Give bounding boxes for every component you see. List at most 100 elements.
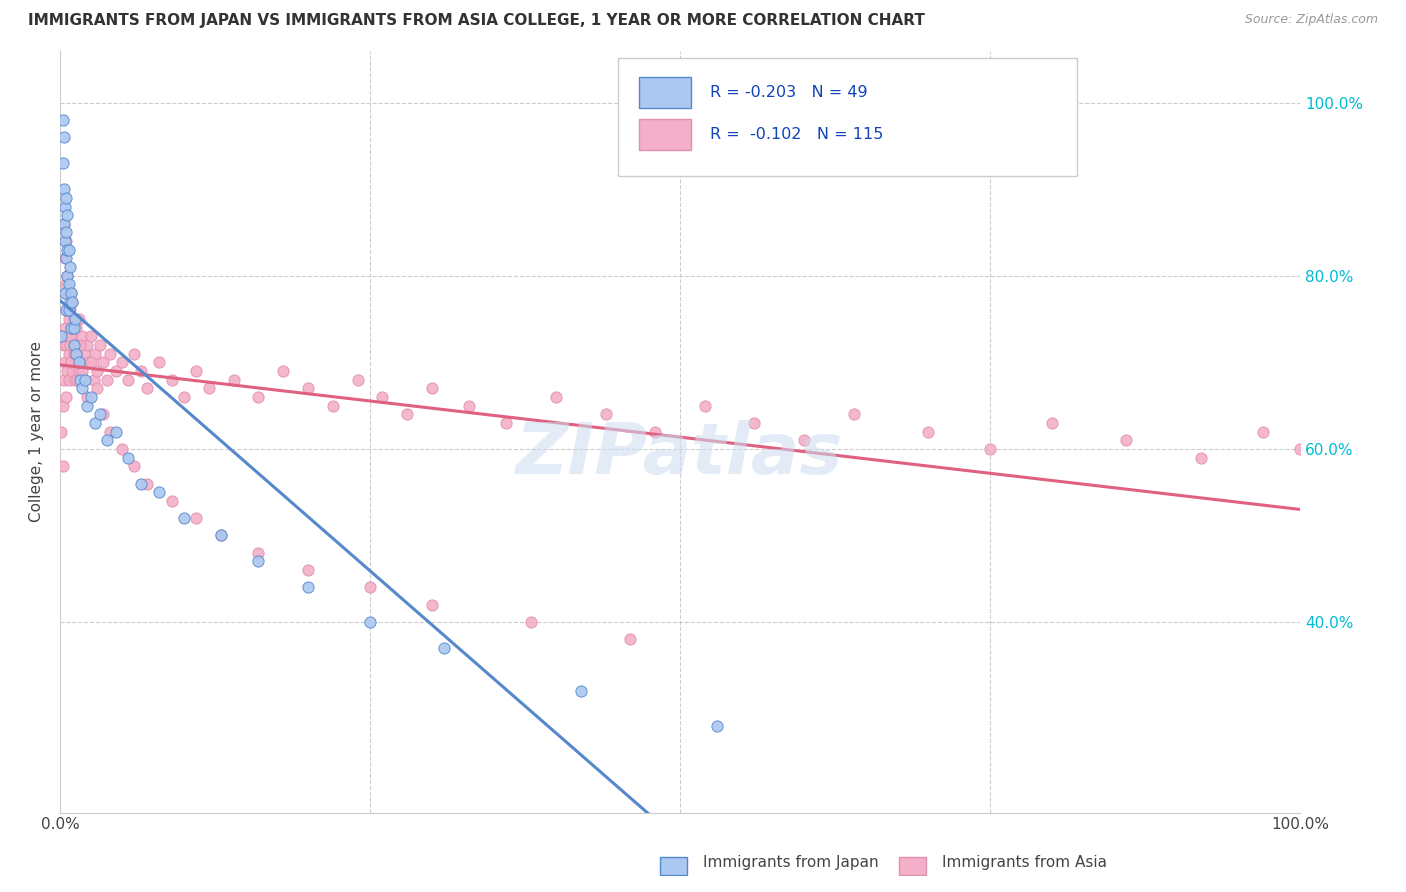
Point bbox=[60, 355, 83, 369]
Point bbox=[173, 511, 195, 525]
Point bbox=[706, 719, 728, 733]
Point bbox=[58, 373, 80, 387]
Point bbox=[69, 338, 91, 352]
Point bbox=[56, 243, 79, 257]
Point bbox=[69, 338, 91, 352]
Text: IMMIGRANTS FROM JAPAN VS IMMIGRANTS FROM ASIA COLLEGE, 1 YEAR OR MORE CORRELATIO: IMMIGRANTS FROM JAPAN VS IMMIGRANTS FROM… bbox=[28, 13, 925, 29]
Point bbox=[56, 364, 79, 378]
Point bbox=[58, 277, 80, 292]
Point bbox=[60, 286, 83, 301]
Point bbox=[63, 312, 86, 326]
Point bbox=[53, 286, 76, 301]
Point bbox=[51, 156, 73, 170]
Point bbox=[86, 364, 108, 378]
Point bbox=[93, 355, 115, 369]
Point bbox=[420, 381, 443, 395]
Point bbox=[52, 338, 75, 352]
Point bbox=[693, 399, 716, 413]
Point bbox=[52, 373, 75, 387]
Point bbox=[55, 234, 77, 248]
Point bbox=[56, 329, 79, 343]
Point bbox=[53, 320, 76, 334]
Point bbox=[53, 286, 76, 301]
Point bbox=[744, 416, 766, 430]
Point bbox=[55, 303, 77, 318]
Point bbox=[55, 277, 77, 292]
Point bbox=[322, 399, 344, 413]
Point bbox=[129, 364, 152, 378]
Point bbox=[247, 390, 270, 404]
Text: ZIPatlas: ZIPatlas bbox=[516, 420, 844, 489]
Point bbox=[160, 373, 183, 387]
Point bbox=[58, 312, 80, 326]
Point bbox=[72, 381, 94, 395]
Point bbox=[495, 416, 517, 430]
Point bbox=[1251, 425, 1274, 439]
Point bbox=[67, 364, 90, 378]
Point bbox=[72, 329, 94, 343]
Point bbox=[77, 355, 100, 369]
Point bbox=[60, 320, 83, 334]
Point bbox=[55, 226, 77, 240]
Point bbox=[55, 191, 77, 205]
Point bbox=[420, 598, 443, 612]
Point bbox=[55, 338, 77, 352]
Point bbox=[98, 347, 121, 361]
Point bbox=[58, 243, 80, 257]
Point bbox=[396, 407, 419, 421]
Text: R = -0.203   N = 49: R = -0.203 N = 49 bbox=[710, 85, 868, 100]
Point bbox=[83, 373, 105, 387]
Point bbox=[80, 329, 103, 343]
Point bbox=[60, 286, 83, 301]
Point bbox=[433, 641, 456, 656]
Point bbox=[69, 373, 91, 387]
Point bbox=[52, 130, 75, 145]
Text: Immigrants from Japan: Immigrants from Japan bbox=[703, 855, 879, 870]
Point bbox=[186, 364, 208, 378]
FancyBboxPatch shape bbox=[640, 120, 692, 150]
Point bbox=[56, 268, 79, 283]
Point bbox=[96, 434, 118, 448]
Point bbox=[1040, 416, 1063, 430]
Point bbox=[51, 112, 73, 127]
Point bbox=[104, 425, 127, 439]
FancyBboxPatch shape bbox=[640, 78, 692, 108]
Point bbox=[56, 268, 79, 283]
Point bbox=[53, 355, 76, 369]
Point bbox=[65, 320, 87, 334]
Text: Immigrants from Asia: Immigrants from Asia bbox=[942, 855, 1107, 870]
Y-axis label: College, 1 year or more: College, 1 year or more bbox=[30, 341, 44, 522]
Point bbox=[60, 355, 83, 369]
Point bbox=[58, 303, 80, 318]
Point bbox=[63, 347, 86, 361]
Point bbox=[72, 364, 94, 378]
Point bbox=[52, 217, 75, 231]
Point bbox=[124, 459, 146, 474]
Point bbox=[129, 476, 152, 491]
Point bbox=[53, 252, 76, 266]
Point bbox=[60, 320, 83, 334]
Point bbox=[89, 338, 111, 352]
Point bbox=[297, 381, 319, 395]
Point bbox=[135, 381, 157, 395]
Point bbox=[247, 554, 270, 568]
Point bbox=[80, 390, 103, 404]
Point bbox=[544, 390, 567, 404]
Point bbox=[979, 442, 1001, 456]
Point bbox=[371, 390, 394, 404]
Point bbox=[76, 390, 98, 404]
Point bbox=[247, 546, 270, 560]
Point bbox=[59, 338, 82, 352]
Point bbox=[198, 381, 221, 395]
Point bbox=[58, 347, 80, 361]
Point bbox=[76, 338, 98, 352]
Point bbox=[67, 312, 90, 326]
Point bbox=[66, 347, 89, 361]
Point bbox=[51, 425, 73, 439]
Point bbox=[186, 511, 208, 525]
Text: R =  -0.102   N = 115: R = -0.102 N = 115 bbox=[710, 127, 883, 142]
Point bbox=[111, 442, 134, 456]
Point bbox=[520, 615, 543, 629]
Point bbox=[67, 355, 90, 369]
Point bbox=[917, 425, 939, 439]
